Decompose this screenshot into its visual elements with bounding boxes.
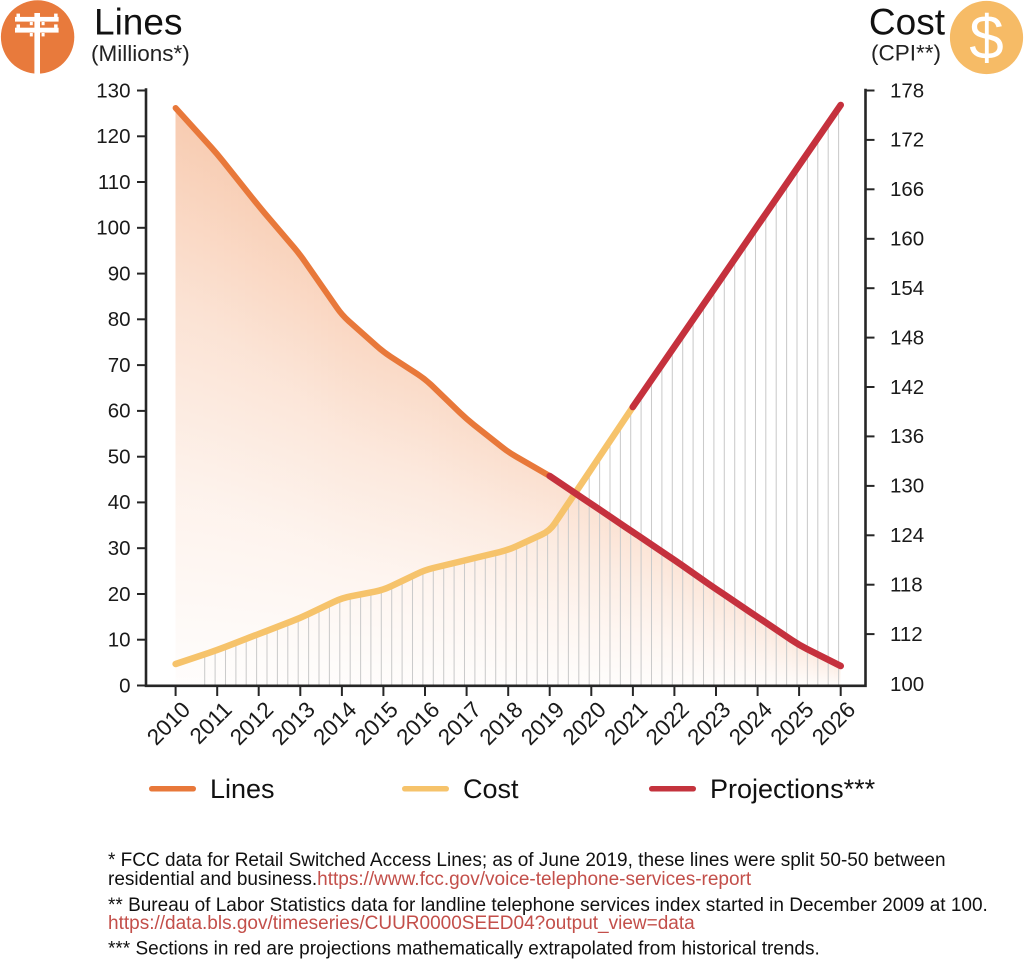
svg-text:90: 90 <box>108 262 131 285</box>
svg-text:Projections***: Projections*** <box>710 774 876 804</box>
svg-text:** Bureau of Labor Statistics: ** Bureau of Labor Statistics data for l… <box>108 895 988 916</box>
svg-text:60: 60 <box>108 400 131 423</box>
svg-text:Cost: Cost <box>869 2 946 43</box>
svg-text:20: 20 <box>108 583 131 606</box>
svg-text:166: 166 <box>890 178 924 201</box>
svg-text:148: 148 <box>890 326 924 349</box>
svg-text:124: 124 <box>890 524 924 547</box>
svg-text:172: 172 <box>890 129 924 152</box>
svg-text:154: 154 <box>890 277 924 300</box>
svg-text:$: $ <box>969 4 1003 73</box>
svg-text:residential and business.https: residential and business.https://www.fcc… <box>108 869 752 890</box>
svg-text:110: 110 <box>98 171 131 194</box>
svg-text:0: 0 <box>119 674 130 697</box>
svg-text:Lines: Lines <box>94 2 182 43</box>
svg-text:*** Sections in red are projec: *** Sections in red are projections math… <box>108 939 820 960</box>
svg-text:Cost: Cost <box>463 774 519 804</box>
svg-text:(Millions*): (Millions*) <box>91 41 190 66</box>
svg-text:50: 50 <box>108 446 131 469</box>
svg-text:30: 30 <box>108 537 131 560</box>
svg-text:40: 40 <box>108 491 131 514</box>
svg-text:https://data.bls.gov/timeserie: https://data.bls.gov/timeseries/CUUR0000… <box>108 913 695 934</box>
svg-text:160: 160 <box>890 228 924 251</box>
svg-text:100: 100 <box>890 673 924 696</box>
svg-text:142: 142 <box>890 376 924 399</box>
svg-text:100: 100 <box>96 217 130 240</box>
svg-text:112: 112 <box>890 623 923 646</box>
svg-text:* FCC data for Retail Switched: * FCC data for Retail Switched Access Li… <box>108 850 946 871</box>
svg-text:80: 80 <box>108 308 131 331</box>
svg-text:130: 130 <box>96 79 130 102</box>
svg-text:70: 70 <box>108 354 131 377</box>
svg-text:(CPI**): (CPI**) <box>871 41 941 66</box>
svg-text:10: 10 <box>108 629 131 652</box>
svg-text:136: 136 <box>890 425 924 448</box>
svg-text:178: 178 <box>890 79 924 102</box>
svg-text:Lines: Lines <box>210 774 275 804</box>
svg-text:118: 118 <box>890 574 923 597</box>
svg-text:120: 120 <box>96 125 130 148</box>
svg-text:130: 130 <box>890 475 924 498</box>
